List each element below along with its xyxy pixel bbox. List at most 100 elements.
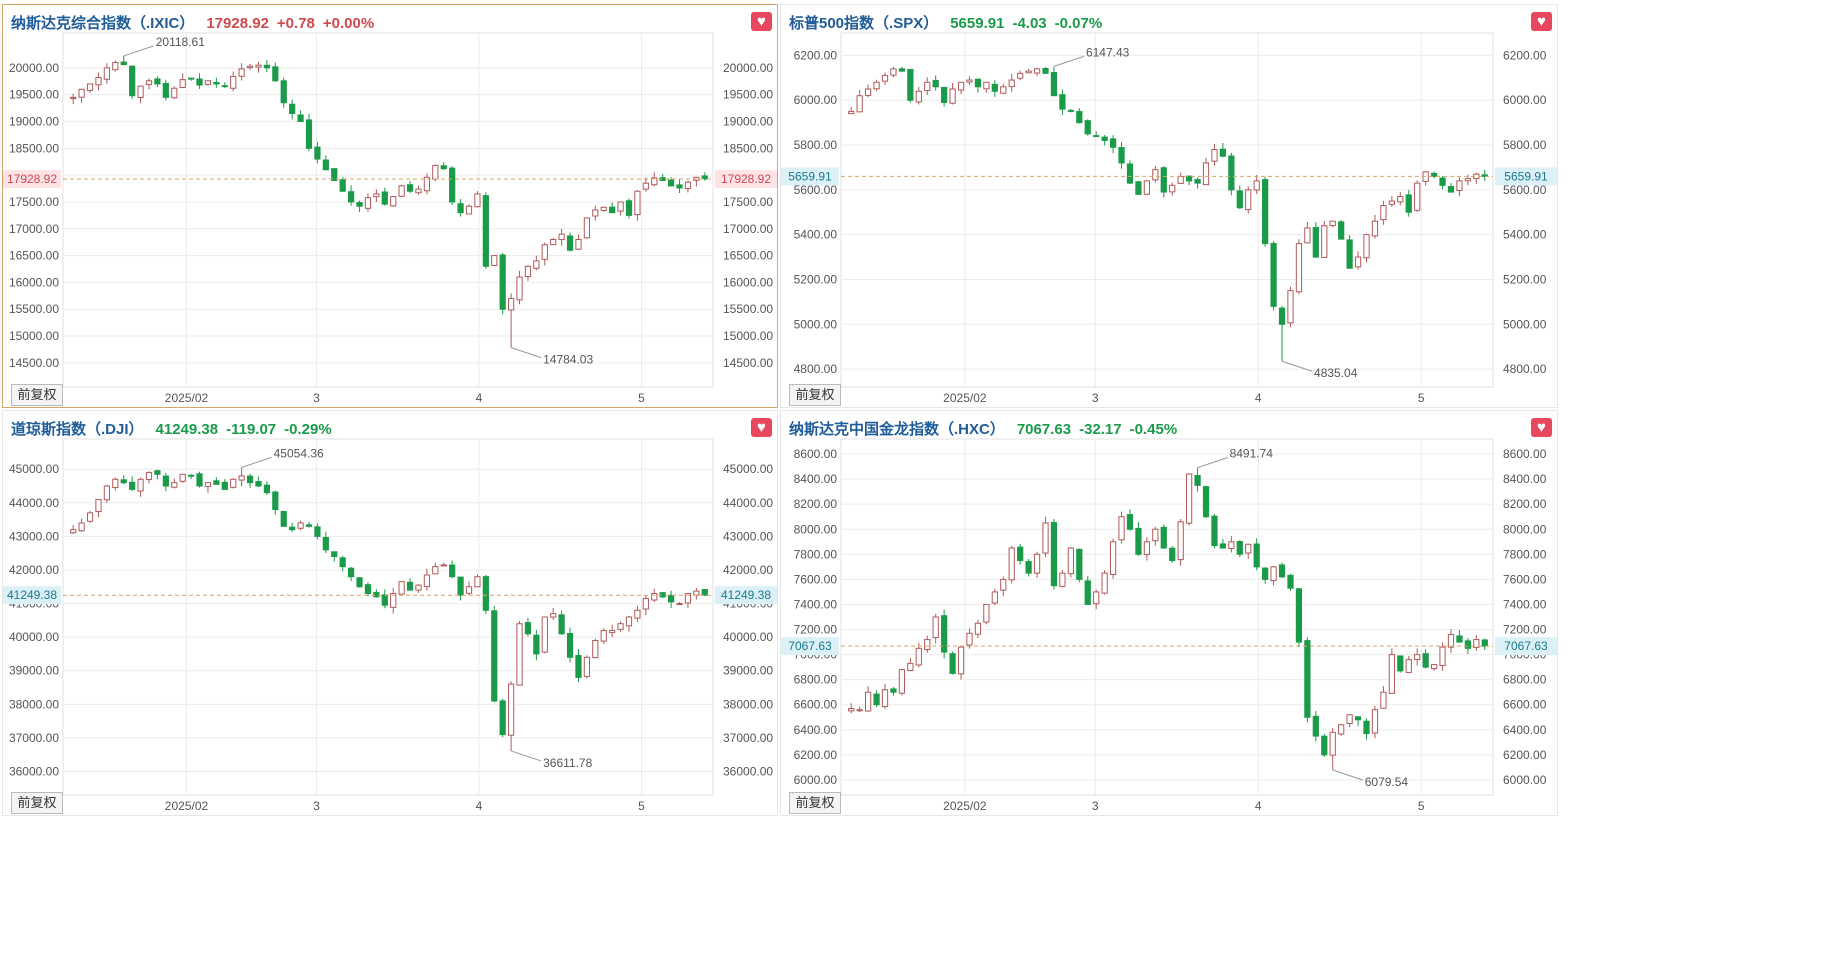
candle[interactable] bbox=[1295, 587, 1303, 648]
candle[interactable] bbox=[196, 73, 203, 89]
candle[interactable] bbox=[280, 510, 287, 527]
candle[interactable] bbox=[848, 703, 855, 714]
candle[interactable] bbox=[1008, 73, 1015, 92]
candle[interactable] bbox=[1185, 473, 1193, 526]
candle[interactable] bbox=[179, 473, 186, 484]
candle[interactable] bbox=[221, 479, 228, 490]
candle[interactable] bbox=[70, 524, 77, 535]
candle[interactable] bbox=[1414, 648, 1421, 666]
candle[interactable] bbox=[890, 687, 897, 696]
candle[interactable] bbox=[339, 555, 346, 572]
adjust-mode-button[interactable]: 前复权 bbox=[11, 792, 63, 814]
candle[interactable] bbox=[1481, 169, 1488, 181]
candle[interactable] bbox=[305, 521, 313, 528]
candle[interactable] bbox=[1194, 177, 1201, 189]
candle[interactable] bbox=[1329, 727, 1336, 770]
candle[interactable] bbox=[1135, 180, 1142, 195]
candle[interactable] bbox=[566, 627, 574, 663]
candle[interactable] bbox=[398, 581, 405, 595]
candle[interactable] bbox=[347, 566, 355, 582]
candle[interactable] bbox=[1109, 135, 1117, 154]
candle[interactable] bbox=[1439, 176, 1446, 190]
candle[interactable] bbox=[1371, 705, 1379, 739]
candle[interactable] bbox=[474, 191, 481, 208]
candle[interactable] bbox=[873, 690, 880, 708]
candle[interactable] bbox=[898, 668, 906, 696]
candle[interactable] bbox=[1262, 567, 1269, 584]
candle[interactable] bbox=[103, 63, 111, 84]
candle[interactable] bbox=[1338, 723, 1345, 736]
heart-icon[interactable]: ♥ bbox=[751, 418, 772, 437]
candle[interactable] bbox=[1278, 562, 1286, 579]
candle[interactable] bbox=[465, 581, 473, 596]
candle[interactable] bbox=[415, 584, 422, 593]
candle[interactable] bbox=[230, 478, 237, 489]
candle[interactable] bbox=[331, 551, 338, 562]
candle[interactable] bbox=[1211, 143, 1218, 166]
candle[interactable] bbox=[1169, 546, 1176, 563]
candle[interactable] bbox=[1380, 200, 1387, 225]
candle[interactable] bbox=[1287, 573, 1294, 591]
candle[interactable] bbox=[381, 589, 388, 609]
candle[interactable] bbox=[112, 60, 119, 72]
candle[interactable] bbox=[507, 681, 515, 751]
candle[interactable] bbox=[864, 84, 872, 98]
candle[interactable] bbox=[1033, 67, 1041, 77]
candle[interactable] bbox=[187, 77, 195, 81]
candle[interactable] bbox=[676, 601, 683, 606]
candle[interactable] bbox=[1414, 180, 1421, 212]
candle[interactable] bbox=[390, 587, 397, 614]
candle[interactable] bbox=[398, 184, 405, 197]
candle[interactable] bbox=[187, 474, 195, 480]
candle[interactable] bbox=[1169, 182, 1176, 196]
candle[interactable] bbox=[550, 237, 557, 246]
candle[interactable] bbox=[246, 473, 254, 488]
candle[interactable] bbox=[1321, 733, 1328, 757]
candle[interactable] bbox=[356, 200, 363, 213]
candle[interactable] bbox=[1228, 152, 1235, 196]
candle[interactable] bbox=[667, 590, 675, 608]
candle[interactable] bbox=[1177, 519, 1184, 566]
candle[interactable] bbox=[583, 655, 591, 679]
candle[interactable] bbox=[129, 476, 136, 492]
candle[interactable] bbox=[1025, 68, 1032, 74]
candle[interactable] bbox=[1017, 70, 1024, 81]
candle[interactable] bbox=[533, 629, 540, 661]
candle[interactable] bbox=[516, 621, 523, 686]
candlestick-chart[interactable]: 6200.00 6200.00 6000.00 6000.00 5800.00 5800.… bbox=[781, 5, 1559, 409]
candle[interactable] bbox=[592, 638, 599, 659]
candle[interactable] bbox=[491, 605, 498, 703]
candle[interactable] bbox=[314, 523, 321, 540]
candle[interactable] bbox=[991, 588, 998, 606]
candle[interactable] bbox=[238, 63, 245, 81]
candle[interactable] bbox=[1422, 170, 1429, 186]
candle[interactable] bbox=[1447, 182, 1455, 193]
candle[interactable] bbox=[957, 81, 965, 95]
candle[interactable] bbox=[482, 192, 489, 269]
candle[interactable] bbox=[1202, 485, 1210, 518]
candle[interactable] bbox=[1430, 663, 1438, 671]
candle[interactable] bbox=[1211, 514, 1218, 549]
candle[interactable] bbox=[171, 86, 178, 100]
candle[interactable] bbox=[120, 475, 127, 485]
candle[interactable] bbox=[482, 575, 489, 614]
candle[interactable] bbox=[1456, 177, 1463, 197]
candle[interactable] bbox=[162, 472, 169, 492]
candle[interactable] bbox=[1033, 551, 1041, 578]
candle[interactable] bbox=[864, 686, 872, 712]
candle[interactable] bbox=[1262, 177, 1269, 247]
candle[interactable] bbox=[1388, 195, 1395, 207]
candle[interactable] bbox=[263, 60, 271, 73]
candle[interactable] bbox=[364, 193, 372, 212]
candle[interactable] bbox=[449, 166, 456, 206]
candle[interactable] bbox=[966, 76, 973, 85]
candle[interactable] bbox=[1270, 566, 1277, 586]
candle[interactable] bbox=[949, 82, 956, 105]
candle[interactable] bbox=[558, 228, 565, 246]
candle[interactable] bbox=[1109, 538, 1117, 579]
candle[interactable] bbox=[440, 162, 447, 170]
candle[interactable] bbox=[558, 610, 565, 635]
candle[interactable] bbox=[1084, 576, 1091, 605]
candle[interactable] bbox=[263, 481, 271, 495]
candle[interactable] bbox=[1245, 543, 1252, 559]
